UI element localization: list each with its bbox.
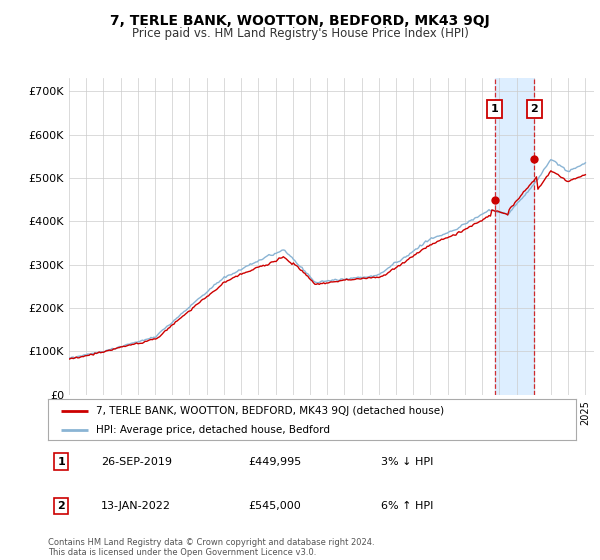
- Text: 6% ↑ HPI: 6% ↑ HPI: [380, 501, 433, 511]
- Text: 1: 1: [58, 456, 65, 466]
- Text: 2: 2: [58, 501, 65, 511]
- Text: £545,000: £545,000: [248, 501, 301, 511]
- Text: 7, TERLE BANK, WOOTTON, BEDFORD, MK43 9QJ: 7, TERLE BANK, WOOTTON, BEDFORD, MK43 9Q…: [110, 14, 490, 28]
- Text: 13-JAN-2022: 13-JAN-2022: [101, 501, 171, 511]
- Text: Contains HM Land Registry data © Crown copyright and database right 2024.
This d: Contains HM Land Registry data © Crown c…: [48, 538, 374, 557]
- Text: 26-SEP-2019: 26-SEP-2019: [101, 456, 172, 466]
- Text: Price paid vs. HM Land Registry's House Price Index (HPI): Price paid vs. HM Land Registry's House …: [131, 27, 469, 40]
- Text: 2: 2: [530, 104, 538, 114]
- Text: 1: 1: [491, 104, 499, 114]
- Text: 7, TERLE BANK, WOOTTON, BEDFORD, MK43 9QJ (detached house): 7, TERLE BANK, WOOTTON, BEDFORD, MK43 9Q…: [95, 405, 443, 416]
- Text: 3% ↓ HPI: 3% ↓ HPI: [380, 456, 433, 466]
- Text: £449,995: £449,995: [248, 456, 302, 466]
- Text: HPI: Average price, detached house, Bedford: HPI: Average price, detached house, Bedf…: [95, 424, 329, 435]
- Bar: [494, 78, 535, 395]
